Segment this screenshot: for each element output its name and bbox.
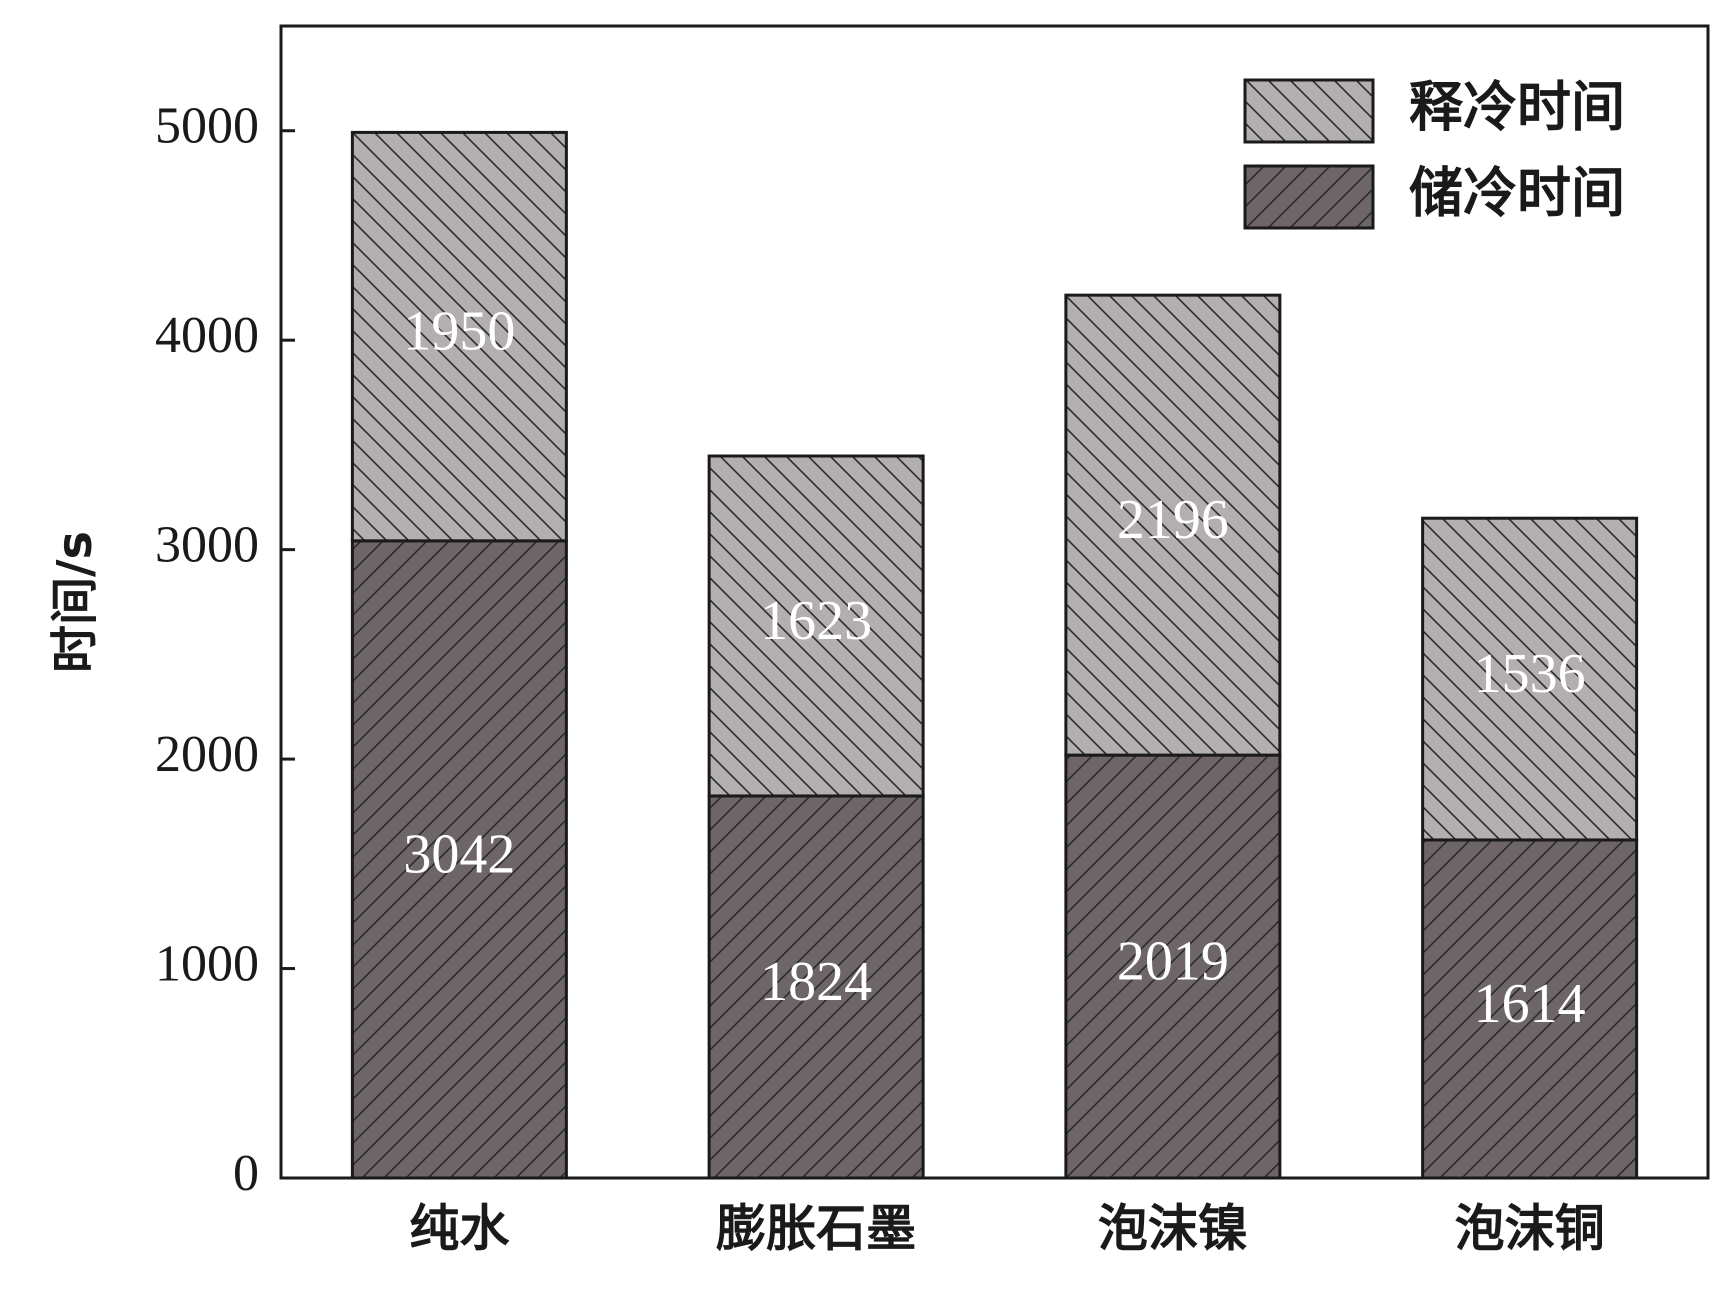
y-axis-title: 时间/s [47, 531, 103, 673]
bar-outline-release-3 [1421, 516, 1639, 842]
y-axis: 0 1000 2000 3000 4000 5000 [155, 98, 295, 1202]
plot-frame [279, 24, 1710, 1180]
bar-hatch-storage-2 [1065, 755, 1280, 1178]
bar-hatch-release-2 [1065, 295, 1280, 756]
x-tick-label-2: 泡沫镍 [1098, 1200, 1248, 1258]
value-label-storage-3: 1614 [1474, 973, 1586, 1035]
y-tick-label-0: 0 [233, 1145, 259, 1202]
legend-swatch-outline-1 [1243, 164, 1375, 230]
bar-hatch-release-1 [709, 456, 924, 796]
bar-outline-release-1 [707, 454, 925, 798]
legend-label-0: 释冷时间 [1409, 76, 1625, 139]
bar-hatch-release-3 [1422, 518, 1637, 840]
bar-hatch-storage-1 [709, 795, 924, 1178]
legend-label-1: 储冷时间 [1409, 162, 1625, 225]
x-tick-label-0: 纯水 [409, 1200, 510, 1258]
x-tick-label-3: 泡沫铜 [1455, 1200, 1605, 1258]
legend-swatch-hatch-0 [1245, 80, 1373, 142]
legend-swatch-hatch-1 [1245, 166, 1373, 228]
bar-outline-release-2 [1064, 293, 1282, 757]
value-label-release-3: 1536 [1474, 643, 1586, 705]
value-label-storage-1: 1824 [760, 951, 872, 1013]
x-axis: 纯水 膨胀石墨 泡沫镍 泡沫铜 [409, 1200, 1604, 1258]
y-tick-label-1: 1000 [155, 935, 259, 992]
y-tick-label-4: 4000 [155, 307, 259, 364]
bars-layer [350, 130, 1639, 1180]
value-label-release-0: 1950 [403, 300, 515, 362]
bar-hatch-storage-3 [1422, 839, 1637, 1178]
value-label-storage-0: 3042 [403, 823, 515, 885]
y-tick-label-5: 5000 [155, 98, 259, 155]
y-tick-label-3: 3000 [155, 517, 259, 574]
value-label-release-2: 2196 [1117, 489, 1229, 551]
x-tick-label-1: 膨胀石墨 [716, 1200, 916, 1258]
value-label-release-1: 1623 [760, 590, 872, 652]
bar-hatch-storage-0 [352, 540, 567, 1178]
y-tick-label-2: 2000 [155, 726, 259, 783]
bar-hatch-release-0 [352, 132, 567, 541]
bar-outline-release-0 [350, 130, 568, 543]
value-label-storage-2: 2019 [1117, 930, 1229, 992]
value-labels-layer: 3042 1950 1824 1623 2019 2196 1614 1536 [403, 300, 1585, 1034]
legend-swatch-outline-0 [1243, 78, 1375, 144]
